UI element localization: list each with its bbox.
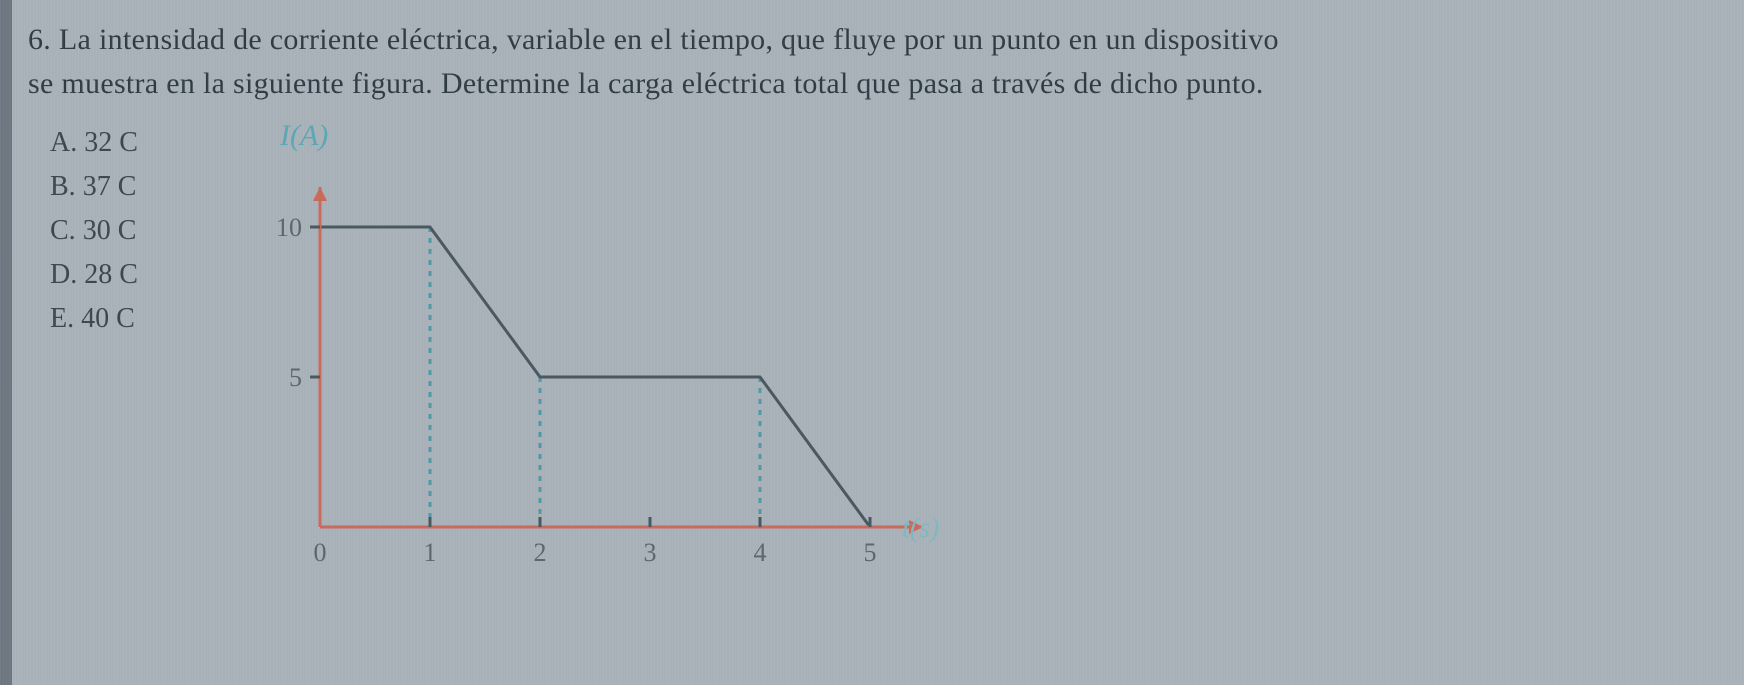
- x-tick-label: 1: [424, 538, 437, 567]
- option-c: C. 30 C: [50, 215, 200, 247]
- option-d: D. 28 C: [50, 259, 200, 291]
- x-tick-label: 3: [644, 538, 657, 567]
- option-a-text: 32 C: [84, 127, 138, 158]
- option-b: B. 37 C: [50, 171, 200, 203]
- x-tick-label: 4: [754, 538, 767, 567]
- question-line-1: La intensidad de corriente eléctrica, va…: [59, 23, 1279, 56]
- option-e: E. 40 C: [50, 303, 200, 335]
- option-d-text: 28 C: [84, 259, 138, 290]
- answer-options: A. 32 C B. 37 C C. 30 C D. 28 C E. 40 C: [50, 127, 200, 587]
- y-tick-label: 5: [289, 363, 302, 392]
- series-line: [320, 227, 870, 527]
- content-row: A. 32 C B. 37 C C. 30 C D. 28 C E. 40 C …: [28, 127, 1716, 587]
- question-number: 6.: [28, 23, 51, 56]
- x-tick-label: 2: [534, 538, 547, 567]
- x-tick-label: 5: [864, 538, 877, 567]
- x-axis-label: t(s): [902, 513, 939, 545]
- option-c-text: 30 C: [83, 215, 137, 246]
- page: 6. La intensidad de corriente eléctrica,…: [0, 0, 1744, 685]
- y-axis-arrow-icon: [313, 187, 327, 201]
- question-line-2: se muestra en la siguiente figura. Deter…: [28, 67, 1264, 100]
- x-tick-label: 0: [314, 538, 327, 567]
- chart-svg: 5 10 0 1 2 3 4 5: [240, 127, 960, 587]
- option-b-text: 37 C: [83, 171, 137, 202]
- chart-figure: I(A) 510012345 t(s): [240, 127, 960, 587]
- y-tick-label: 10: [276, 213, 302, 242]
- option-a: A. 32 C: [50, 127, 200, 159]
- option-e-text: 40 C: [81, 303, 135, 334]
- question-block: 6. La intensidad de corriente eléctrica,…: [28, 18, 1716, 105]
